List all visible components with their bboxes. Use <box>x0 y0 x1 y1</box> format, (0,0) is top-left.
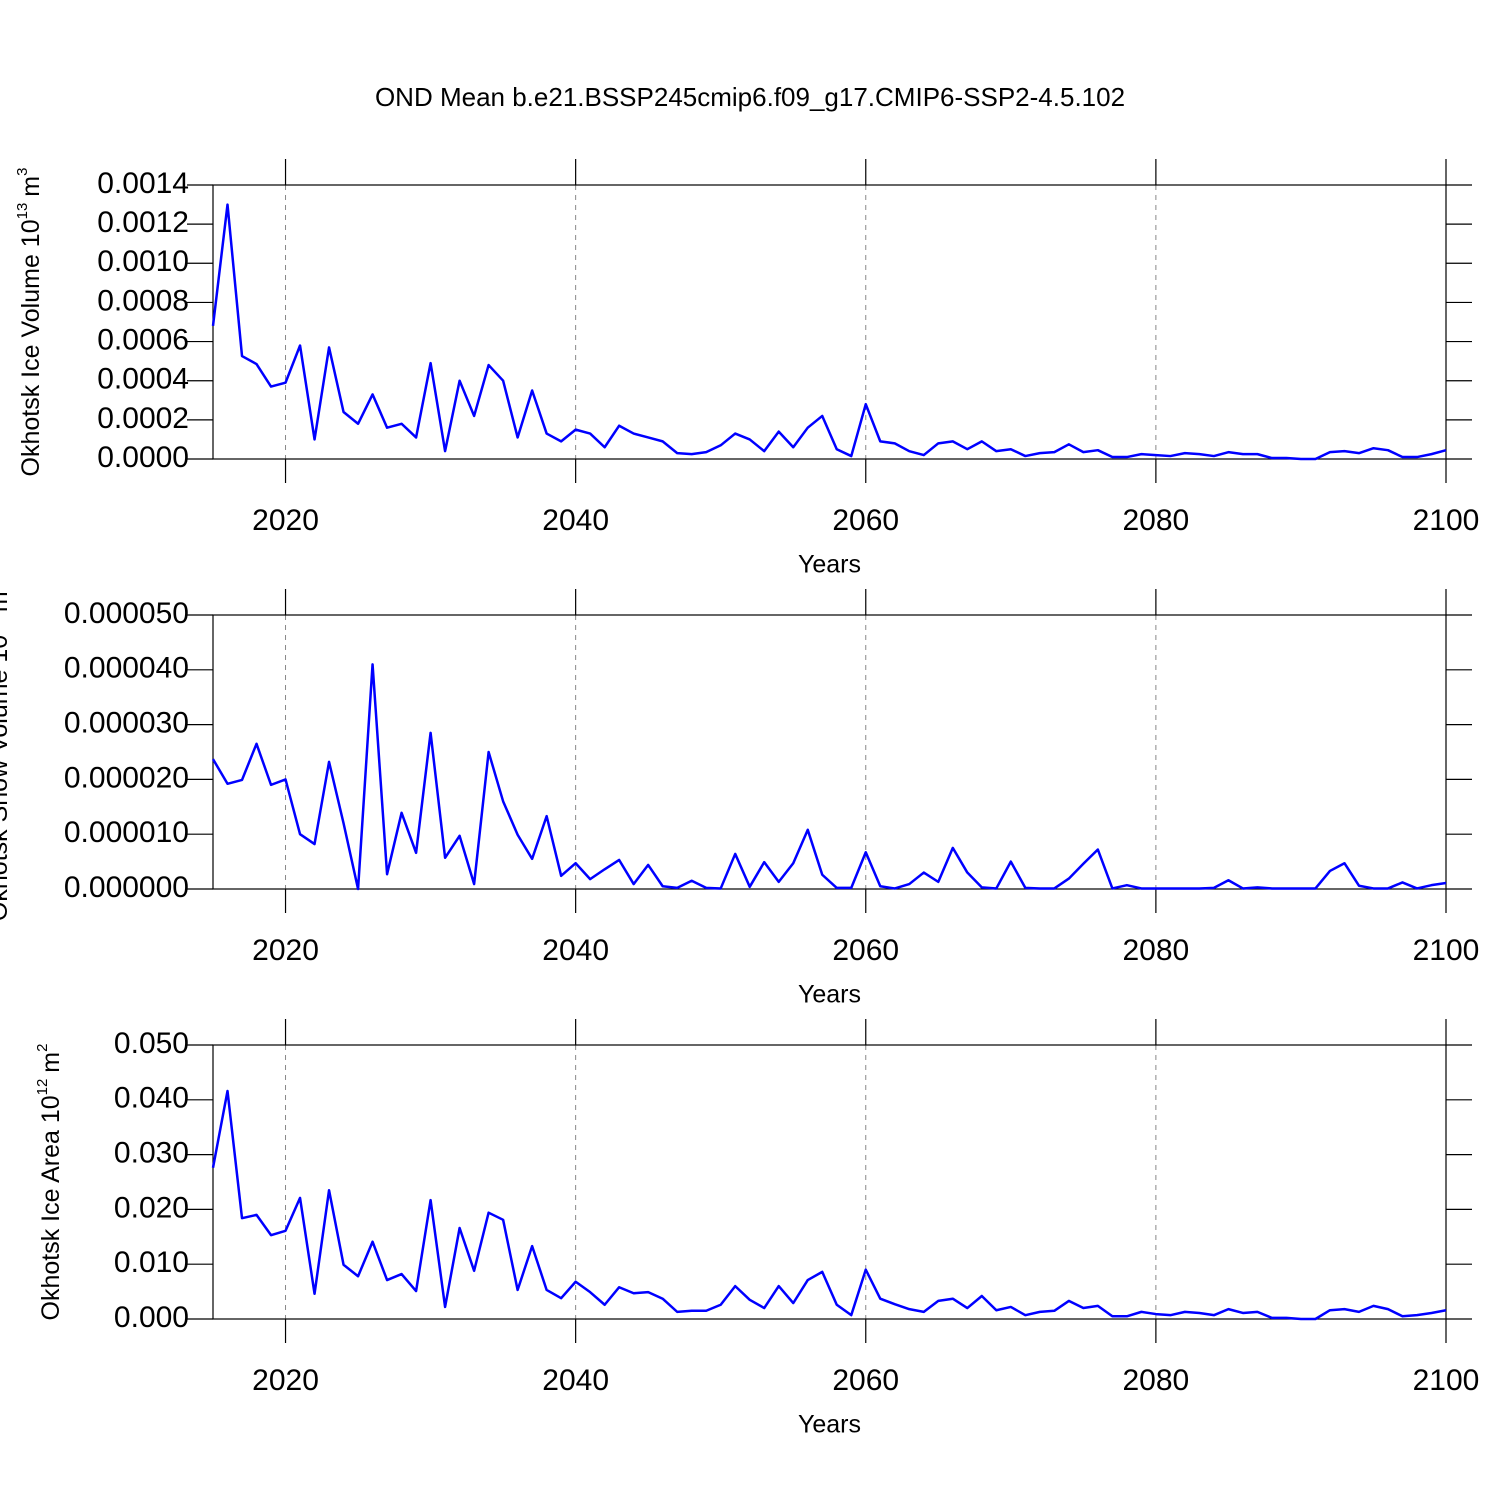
y-tick-label: 0.020 <box>114 1191 189 1224</box>
y-axis-label-part: Okhotsk Ice Area 10 <box>37 1095 65 1320</box>
data-line <box>211 1089 1447 1321</box>
y-axis-label-part: 13 <box>14 203 31 220</box>
y-tick-label: 0.040 <box>114 1082 189 1115</box>
y-tick-label: 0.000010 <box>64 816 189 849</box>
y-axis-label-part: 12 <box>34 1079 51 1096</box>
x-tick-label: 2040 <box>542 504 609 537</box>
y-tick-label: 0.0002 <box>97 402 189 435</box>
y-axis-label: Okhotsk Snow Volume 1013m3 <box>0 583 13 921</box>
y-axis-label-part: 3 <box>14 168 31 176</box>
y-axis-label-part: m <box>0 591 13 612</box>
y-tick-label: 0.000000 <box>64 871 189 904</box>
y-axis-label-part: 2 <box>34 1044 51 1052</box>
x-tick-label: 2060 <box>832 504 899 537</box>
x-axis-label: Years <box>798 981 861 1009</box>
x-tick-label: 2060 <box>832 1364 899 1397</box>
x-tick-label: 2100 <box>1413 1364 1480 1397</box>
y-tick-label: 0.0006 <box>97 323 189 356</box>
y-axis-label-part: Okhotsk Ice Volume 10 <box>17 219 45 476</box>
x-tick-label: 2040 <box>542 1364 609 1397</box>
x-tick-label: 2020 <box>252 504 319 537</box>
x-tick-label: 2100 <box>1413 934 1480 967</box>
x-axis-label: Years <box>798 1411 861 1439</box>
y-tick-label: 0.0000 <box>97 441 189 474</box>
y-tick-label: 0.030 <box>114 1137 189 1170</box>
plot-frame <box>212 614 1447 890</box>
data-line <box>211 663 1447 891</box>
y-tick-label: 0.000050 <box>64 597 189 630</box>
y-tick-label: 0.010 <box>114 1246 189 1279</box>
y-tick-label: 0.000 <box>114 1301 189 1334</box>
y-tick-label: 0.000040 <box>64 652 189 685</box>
x-axis-label: Years <box>798 551 861 579</box>
x-tick-label: 2100 <box>1413 504 1480 537</box>
y-tick-label: 0.0010 <box>97 245 189 278</box>
plot-frame <box>212 1044 1447 1320</box>
x-tick-label: 2080 <box>1123 934 1190 967</box>
x-tick-label: 2080 <box>1123 504 1190 537</box>
y-tick-label: 0.0008 <box>97 284 189 317</box>
x-tick-label: 2080 <box>1123 1364 1190 1397</box>
plot-frame <box>212 184 1447 460</box>
y-axis-label: Okhotsk Ice Area 1012 m2 <box>34 1044 64 1321</box>
x-tick-label: 2040 <box>542 934 609 967</box>
y-tick-label: 0.0004 <box>97 363 189 396</box>
y-tick-label: 0.000030 <box>64 707 189 740</box>
y-tick-label: 0.0014 <box>97 167 189 200</box>
chart-title: OND Mean b.e21.BSSP245cmip6.f09_g17.CMIP… <box>375 82 1125 112</box>
y-axis-label-part: m <box>37 1052 65 1073</box>
y-tick-label: 0.000020 <box>64 761 189 794</box>
x-tick-label: 2020 <box>252 1364 319 1397</box>
y-axis-label-part: m <box>17 176 45 197</box>
y-axis-label: Okhotsk Ice Volume 1013 m3 <box>14 168 44 477</box>
y-axis-label-part: Okhotsk Snow Volume 10 <box>0 635 13 921</box>
x-tick-label: 2060 <box>832 934 899 967</box>
x-tick-label: 2020 <box>252 934 319 967</box>
y-tick-label: 0.0012 <box>97 206 189 239</box>
y-tick-label: 0.050 <box>114 1027 189 1060</box>
data-line <box>211 203 1447 461</box>
